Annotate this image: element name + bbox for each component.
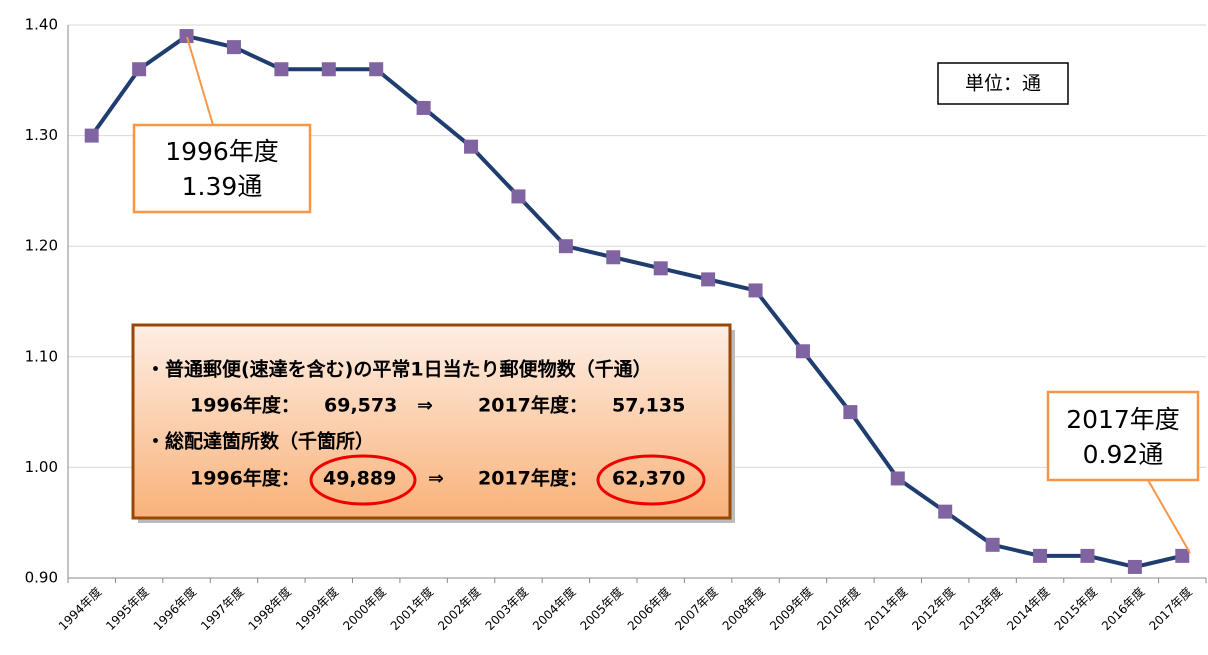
y-tick-label: 1.40	[25, 16, 58, 34]
x-tick-label: 2012年度	[909, 584, 958, 633]
x-tick-label: 2003年度	[482, 584, 531, 633]
callout-text: 1996年度	[165, 137, 279, 166]
x-tick-label: 2000年度	[340, 584, 389, 633]
info-value: 69,573	[324, 395, 397, 417]
x-tick-label: 2007年度	[672, 584, 721, 633]
info-box: ・普通郵便(速達を含む)の平常1日当たり郵便物数（千通） 1996年度： 69,…	[131, 323, 735, 523]
callout-box	[1046, 390, 1200, 482]
unit-note: 単位：通	[937, 62, 1069, 105]
x-tick-label: 1999年度	[292, 584, 341, 633]
x-tick-label: 2002年度	[434, 584, 483, 633]
info-label: 2017年度：	[478, 394, 588, 417]
highlight-ellipse	[596, 454, 706, 506]
x-tick-label: 2004年度	[529, 584, 578, 633]
box	[131, 323, 732, 520]
x-tick-label: 2013年度	[956, 584, 1005, 633]
x-tick-label: 1996年度	[150, 584, 199, 633]
marker	[464, 139, 479, 154]
marker	[226, 40, 241, 55]
callout-text: 0.92通	[1083, 440, 1164, 469]
marker	[1127, 559, 1142, 574]
callout-text: 2017年度	[1066, 405, 1180, 434]
y-tick-label: 0.90	[25, 569, 58, 587]
y-tick-label: 1.30	[25, 126, 58, 144]
leader-line	[186, 36, 214, 126]
info-arrow: ⇒	[417, 395, 433, 417]
marker	[84, 128, 99, 143]
x-tick-label: 2017年度	[1146, 584, 1195, 633]
marker	[132, 62, 147, 77]
marker	[369, 62, 384, 77]
marker	[795, 344, 810, 359]
info-label: 1996年度：	[190, 394, 300, 417]
info-heading: ・総配達箇所数（千箇所）	[146, 430, 374, 453]
marker	[890, 471, 905, 486]
marker	[985, 537, 1000, 552]
leader-line	[1147, 479, 1191, 554]
info-value: 62,370	[612, 468, 685, 490]
x-tick-label: 2006年度	[624, 584, 673, 633]
y-tick-label: 1.10	[25, 347, 58, 365]
x-tick-label: 2008年度	[719, 584, 768, 633]
x-tick-label: 2015年度	[1051, 584, 1100, 633]
info-value: 49,889	[323, 468, 396, 490]
x-tick-label: 2009年度	[766, 584, 815, 633]
callout: 1996年度 1.39通	[132, 36, 312, 214]
marker	[1175, 548, 1190, 563]
marker	[843, 405, 858, 420]
x-tick-label: 1994年度	[55, 584, 104, 633]
x-tick-label: 2011年度	[861, 584, 910, 633]
line	[90, 34, 1183, 569]
unit-text: 単位：通	[965, 73, 1041, 95]
x-tick-label: 2014年度	[1003, 584, 1052, 633]
info-label: 2017年度：	[478, 467, 588, 490]
marker	[416, 100, 431, 115]
info-heading: ・普通郵便(速達を含む)の平常1日当たり郵便物数（千通）	[146, 358, 652, 381]
y-tick-label: 1.20	[25, 237, 58, 255]
marker	[748, 283, 763, 298]
x-tick-label: 2010年度	[814, 584, 863, 633]
marker	[1080, 548, 1095, 563]
marker	[1033, 548, 1048, 563]
y-tick-label: 1.00	[25, 458, 58, 476]
marker	[653, 261, 668, 276]
x-tick-label: 1997年度	[197, 584, 246, 633]
x-tick-label: 2016年度	[1098, 584, 1147, 633]
callout: 2017年度 0.92通	[1046, 390, 1200, 554]
marker	[179, 29, 194, 44]
marker	[606, 250, 621, 265]
x-tick-label: 1998年度	[245, 584, 294, 633]
marker	[274, 62, 289, 77]
marker	[558, 239, 573, 254]
info-label: 1996年度：	[190, 467, 300, 490]
callout-box	[132, 123, 312, 214]
x-tick-label: 2005年度	[577, 584, 626, 633]
info-arrow: ⇒	[428, 468, 444, 490]
unit-box	[937, 62, 1069, 105]
marker	[701, 272, 716, 287]
marker	[321, 62, 336, 77]
marker	[511, 189, 526, 204]
highlight-ellipse	[309, 454, 417, 506]
callout-text: 1.39通	[182, 172, 263, 201]
info-value: 57,135	[612, 395, 685, 417]
x-tick-label: 2001年度	[387, 584, 436, 633]
marker	[938, 504, 953, 519]
x-tick-label: 1995年度	[103, 584, 152, 633]
